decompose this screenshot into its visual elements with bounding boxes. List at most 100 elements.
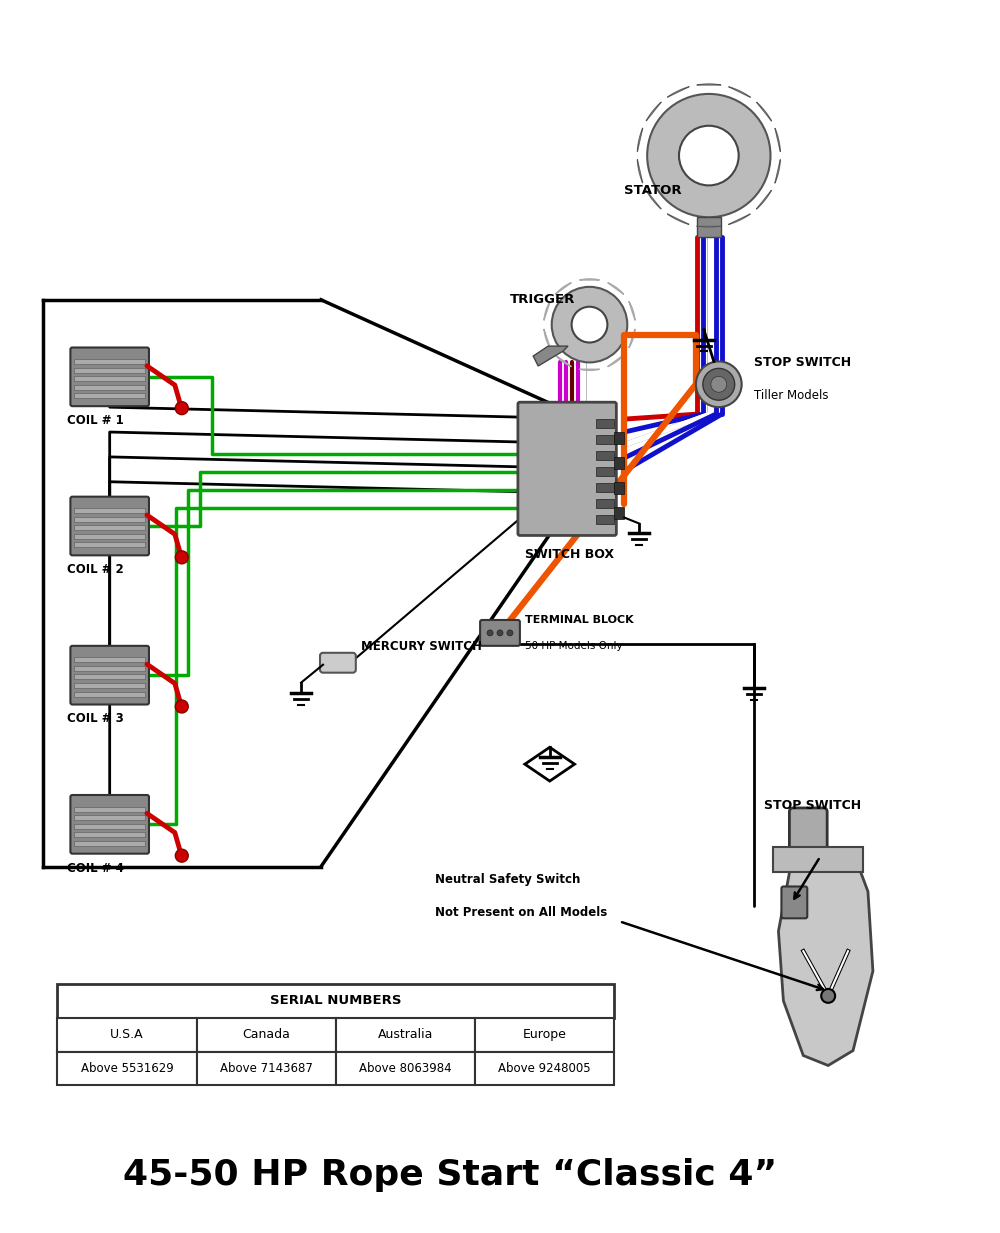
- Bar: [596, 451, 614, 460]
- Polygon shape: [757, 190, 771, 208]
- FancyBboxPatch shape: [70, 795, 149, 853]
- Polygon shape: [775, 128, 780, 152]
- Bar: [74, 683, 145, 688]
- Polygon shape: [629, 329, 635, 348]
- Polygon shape: [608, 282, 624, 295]
- Bar: [614, 507, 624, 519]
- Polygon shape: [533, 346, 568, 366]
- Polygon shape: [544, 301, 550, 321]
- Polygon shape: [646, 102, 661, 121]
- Text: SERIAL NUMBERS: SERIAL NUMBERS: [270, 994, 402, 1007]
- Bar: [475, 1017, 614, 1052]
- Circle shape: [696, 361, 742, 407]
- Bar: [697, 217, 721, 237]
- Bar: [74, 508, 145, 513]
- Text: COIL # 2: COIL # 2: [67, 563, 124, 576]
- Bar: [74, 806, 145, 811]
- Polygon shape: [555, 355, 571, 366]
- Text: Neutral Safety Switch: Neutral Safety Switch: [435, 873, 581, 887]
- Text: STATOR: STATOR: [624, 184, 682, 197]
- Bar: [74, 841, 145, 846]
- Text: COIL # 1: COIL # 1: [67, 414, 124, 427]
- Circle shape: [175, 402, 188, 414]
- Polygon shape: [667, 86, 689, 97]
- Text: MERCURY SWITCH: MERCURY SWITCH: [361, 640, 482, 652]
- Polygon shape: [525, 747, 575, 780]
- Text: Above 9248005: Above 9248005: [498, 1062, 591, 1075]
- Polygon shape: [775, 159, 780, 182]
- Text: Above 5531629: Above 5531629: [81, 1062, 173, 1075]
- Bar: [74, 674, 145, 679]
- Text: Above 8063984: Above 8063984: [359, 1062, 452, 1075]
- Polygon shape: [729, 215, 750, 224]
- Circle shape: [497, 630, 503, 636]
- Bar: [614, 482, 624, 493]
- FancyBboxPatch shape: [518, 402, 616, 535]
- Circle shape: [175, 551, 188, 563]
- FancyBboxPatch shape: [781, 887, 807, 919]
- Text: Canada: Canada: [242, 1028, 290, 1041]
- Bar: [596, 498, 614, 508]
- Circle shape: [572, 307, 607, 343]
- Bar: [57, 984, 614, 1017]
- Bar: [596, 514, 614, 524]
- Polygon shape: [629, 301, 635, 321]
- Circle shape: [552, 287, 627, 363]
- Bar: [74, 832, 145, 837]
- Polygon shape: [667, 215, 689, 224]
- Bar: [74, 666, 145, 671]
- Bar: [74, 543, 145, 547]
- Bar: [74, 815, 145, 820]
- Bar: [74, 525, 145, 530]
- Text: 50 HP Models Only: 50 HP Models Only: [525, 641, 622, 651]
- Circle shape: [175, 850, 188, 862]
- Bar: [773, 847, 863, 872]
- Text: Europe: Europe: [523, 1028, 567, 1041]
- Bar: [596, 435, 614, 444]
- Bar: [197, 1017, 336, 1052]
- Circle shape: [647, 94, 770, 217]
- Text: TRIGGER: TRIGGER: [510, 293, 575, 306]
- Circle shape: [487, 630, 493, 636]
- Bar: [614, 457, 624, 469]
- Text: STOP SWITCH: STOP SWITCH: [754, 356, 851, 370]
- Circle shape: [711, 376, 727, 392]
- Bar: [74, 657, 145, 662]
- Text: Above 7143687: Above 7143687: [220, 1062, 313, 1075]
- Text: COIL # 3: COIL # 3: [67, 713, 124, 725]
- Bar: [57, 1052, 197, 1085]
- Bar: [596, 419, 614, 428]
- Polygon shape: [637, 128, 643, 152]
- Text: U.S.A: U.S.A: [110, 1028, 144, 1041]
- Polygon shape: [608, 355, 624, 366]
- Text: 45-50 HP Rope Start “Classic 4”: 45-50 HP Rope Start “Classic 4”: [123, 1158, 777, 1192]
- FancyBboxPatch shape: [320, 652, 356, 673]
- FancyBboxPatch shape: [70, 348, 149, 406]
- Bar: [74, 534, 145, 539]
- Polygon shape: [757, 102, 771, 121]
- Polygon shape: [637, 159, 643, 182]
- Circle shape: [507, 630, 513, 636]
- Text: STOP SWITCH: STOP SWITCH: [764, 799, 861, 811]
- Bar: [74, 359, 145, 364]
- Bar: [74, 376, 145, 381]
- FancyBboxPatch shape: [70, 497, 149, 555]
- Bar: [57, 1017, 197, 1052]
- Bar: [475, 1052, 614, 1085]
- Text: Not Present on All Models: Not Present on All Models: [435, 906, 608, 920]
- FancyBboxPatch shape: [480, 620, 520, 646]
- Bar: [336, 1052, 475, 1085]
- Bar: [74, 517, 145, 522]
- Circle shape: [703, 369, 735, 401]
- Bar: [596, 483, 614, 492]
- Bar: [596, 467, 614, 476]
- Polygon shape: [729, 86, 750, 97]
- Circle shape: [679, 126, 739, 185]
- Text: Australia: Australia: [378, 1028, 433, 1041]
- Text: TERMINAL BLOCK: TERMINAL BLOCK: [525, 615, 633, 625]
- Circle shape: [175, 700, 188, 713]
- Bar: [74, 393, 145, 398]
- FancyBboxPatch shape: [789, 808, 827, 856]
- Bar: [336, 1017, 475, 1052]
- Bar: [74, 385, 145, 390]
